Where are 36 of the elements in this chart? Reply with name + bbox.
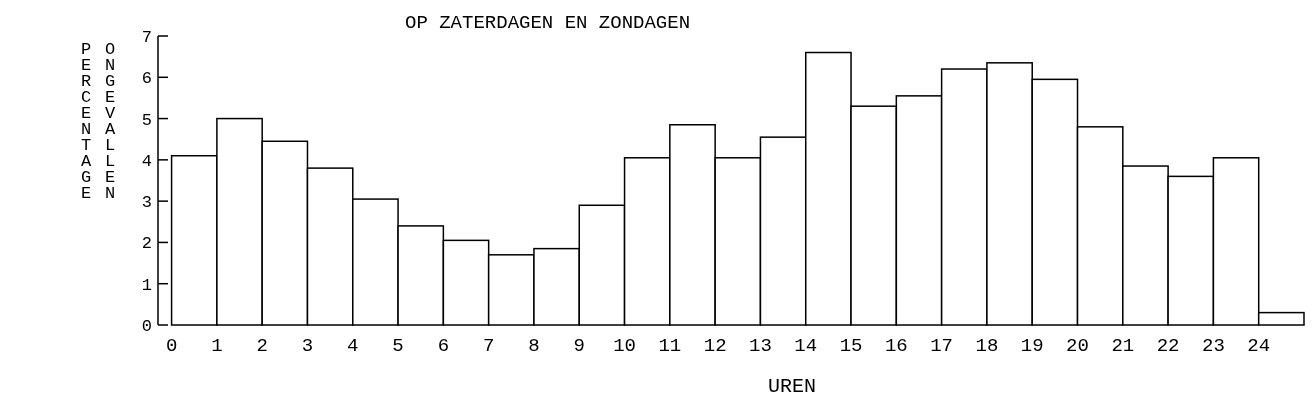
x-tick-label: 15 (839, 335, 863, 357)
x-tick-label: 5 (392, 335, 404, 357)
x-tick-label: 6 (437, 335, 450, 357)
x-tick-label: 0 (165, 335, 178, 357)
x-tick-label: 14 (794, 335, 818, 357)
x-tick-label: 7 (482, 335, 495, 357)
x-tick-label: 22 (1156, 335, 1180, 357)
chart-title: OP ZATERDAGEN EN ZONDAGEN (405, 12, 691, 34)
x-tick-label: 9 (573, 335, 585, 357)
y-tick-label: 4 (141, 151, 152, 171)
x-axis-title: UREN (767, 375, 817, 398)
x-tick-label: 20 (1066, 335, 1089, 357)
x-tick-label: 21 (1111, 335, 1135, 357)
x-tick-label: 1 (211, 335, 223, 357)
x-tick-label: 17 (930, 335, 954, 357)
y-tick-label: 6 (141, 69, 152, 89)
x-tick-label: 8 (528, 335, 540, 357)
x-tick-label: 2 (256, 335, 268, 357)
x-tick-label: 12 (703, 335, 727, 357)
x-tick-label: 11 (658, 335, 682, 357)
y-tick-label: 3 (141, 193, 152, 213)
y-tick-label: 1 (141, 275, 152, 295)
x-tick-label: 3 (301, 335, 314, 357)
x-tick-label: 13 (749, 335, 772, 357)
y-tick-label: 2 (141, 234, 152, 254)
x-tick-label: 24 (1247, 335, 1271, 357)
y-tick-label: 7 (141, 27, 152, 47)
x-tick-label: 10 (613, 335, 636, 357)
y-tick-label: 5 (141, 110, 152, 130)
x-tick-label: 19 (1020, 335, 1044, 357)
x-tick-label: 4 (347, 335, 359, 357)
x-tick-label: 23 (1202, 335, 1225, 357)
y-axis-title: PERCENTAGE ONGEVALLEN (76, 40, 120, 200)
x-tick-label: 18 (975, 335, 999, 357)
x-tick-label: 16 (884, 335, 908, 357)
y-tick-label: 0 (141, 316, 152, 336)
